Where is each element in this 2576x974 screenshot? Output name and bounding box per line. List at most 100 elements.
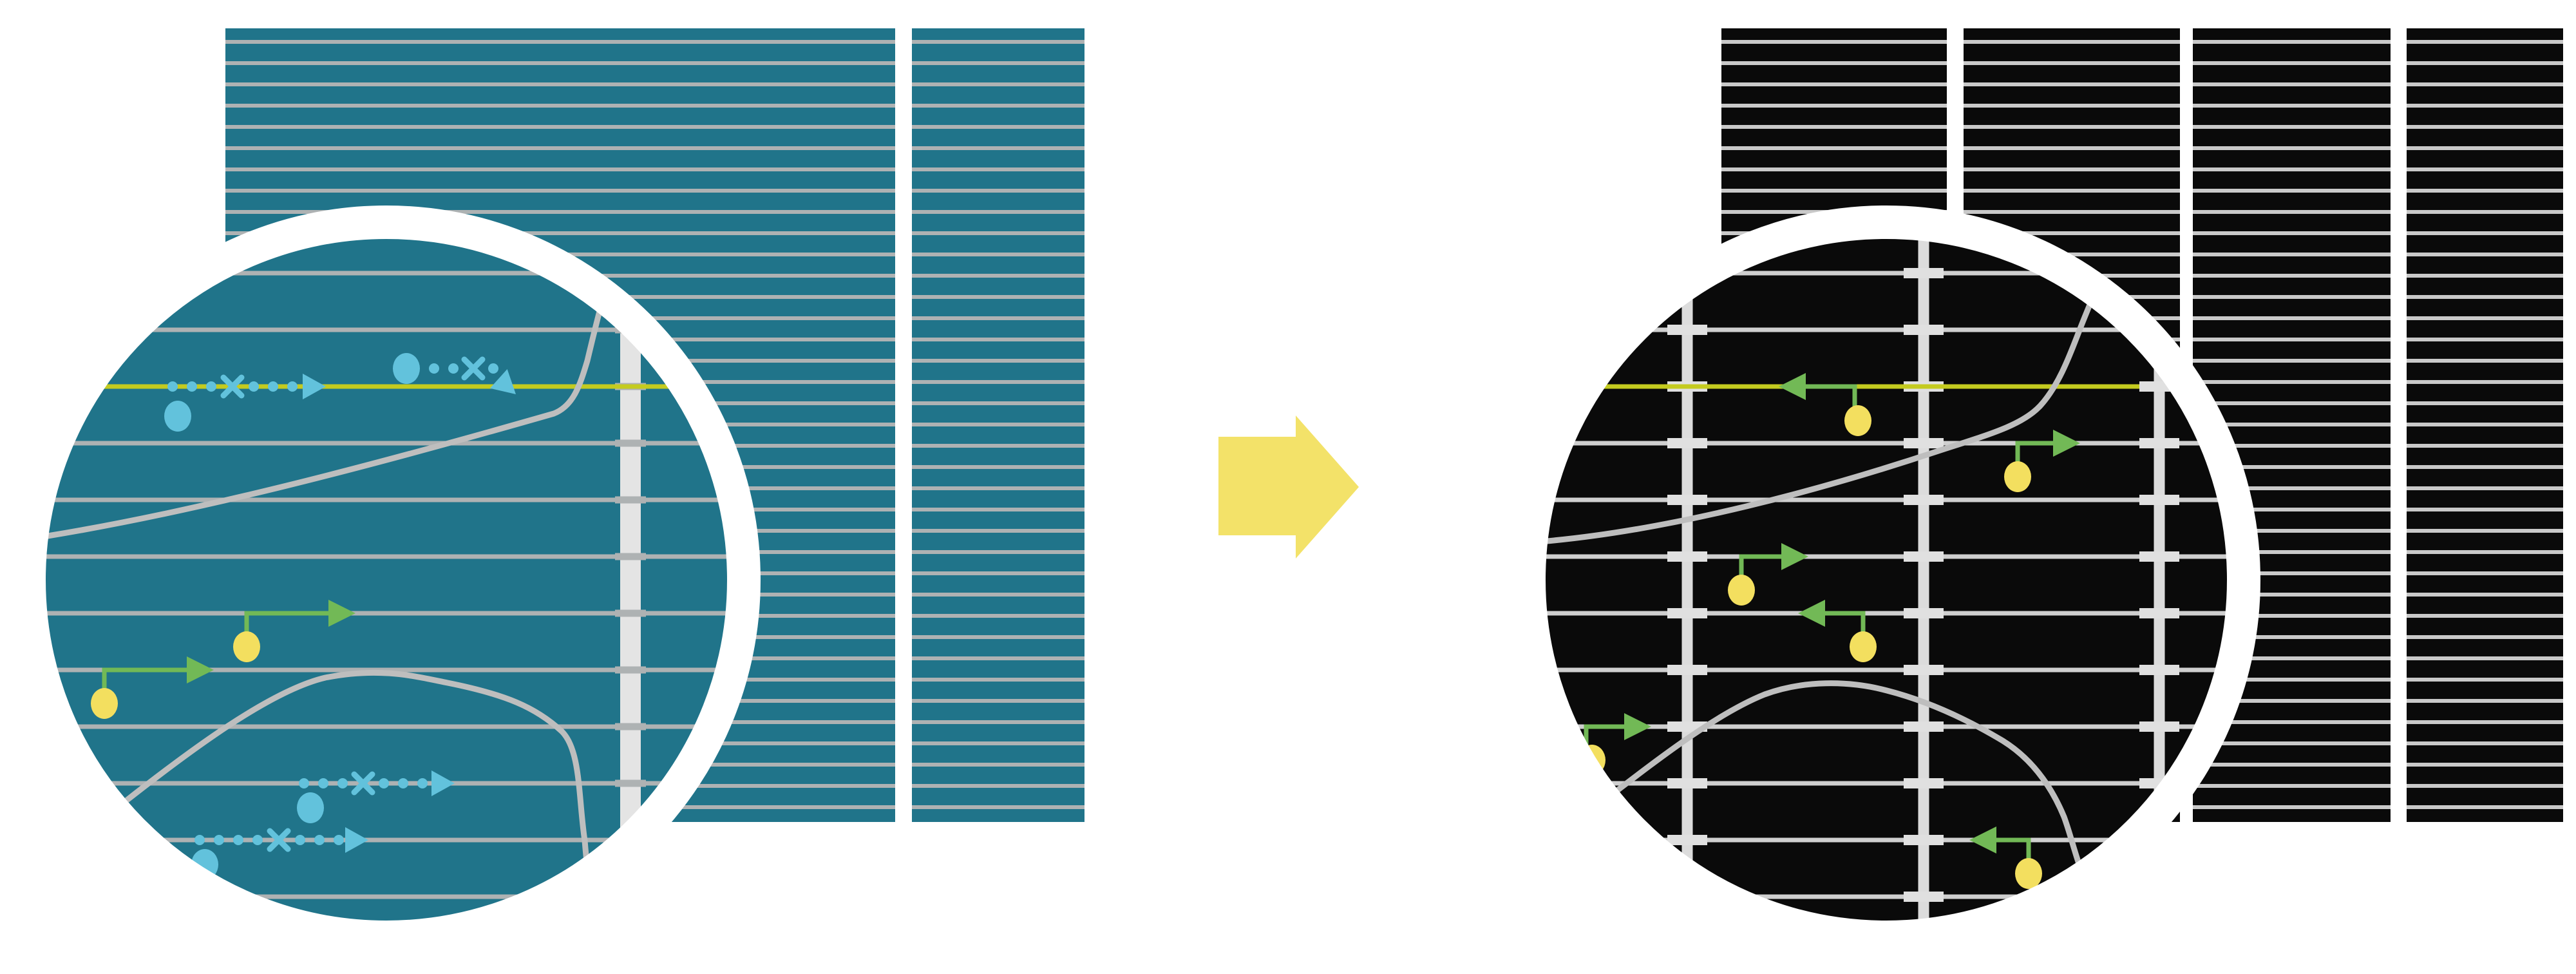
finger-line — [2407, 104, 2563, 108]
finger-line — [225, 40, 895, 44]
impurity-marker — [1798, 600, 1877, 662]
finger-line — [45, 667, 728, 673]
busbar-pad — [1904, 665, 1944, 675]
finger-line — [2407, 699, 2563, 703]
finger-line — [1964, 253, 2180, 256]
finger-line — [912, 338, 1084, 341]
impurity-marker — [1969, 826, 2042, 889]
trail-dot — [187, 381, 197, 392]
finger-line — [912, 210, 1084, 214]
finger-line — [2193, 189, 2391, 193]
trail-dot — [398, 778, 408, 788]
finger-line — [1545, 554, 2228, 559]
finger-line — [2193, 423, 2391, 426]
busbar — [2154, 238, 2165, 921]
finger-line — [2407, 253, 2563, 256]
finger-line — [912, 635, 1084, 639]
finger-line — [2407, 593, 2563, 597]
trail-dot — [334, 835, 344, 845]
impurity-dot — [91, 688, 118, 719]
finger-line — [2407, 316, 2563, 320]
finger-line — [1545, 327, 2228, 332]
finger-line — [912, 167, 1084, 171]
busbar-pad — [2139, 551, 2179, 562]
finger-line — [912, 401, 1084, 405]
dislocation-marker — [297, 770, 455, 823]
finger-line — [225, 210, 895, 214]
cross-mark — [267, 828, 291, 852]
finger-line — [2193, 508, 2391, 511]
finger-line — [1721, 61, 1947, 65]
arrowhead-icon — [187, 656, 214, 683]
arrowhead-icon — [1781, 543, 1808, 570]
finger-line — [1964, 146, 2180, 150]
finger-line — [912, 741, 1084, 745]
finger-line — [225, 104, 895, 108]
transition-arrow — [1218, 415, 1359, 559]
finger-line — [1545, 724, 2228, 729]
impurity-marker — [1728, 543, 1808, 606]
finger-line — [2407, 720, 2563, 724]
finger-line — [912, 40, 1084, 44]
magnified-view — [45, 238, 728, 921]
finger-line — [45, 554, 728, 559]
busbar-pad — [615, 779, 646, 787]
magnifier-ring — [1512, 205, 2260, 954]
crack-line — [1545, 290, 2098, 544]
finger-line — [2407, 167, 2563, 171]
dislocation-marker — [393, 353, 516, 394]
finger-line — [2407, 189, 2563, 193]
busbar-pad — [615, 723, 646, 730]
finger-line — [2193, 805, 2391, 809]
finger-line — [2193, 720, 2391, 724]
busbar-pad — [1667, 551, 1707, 562]
finger-line — [912, 82, 1084, 86]
busbar-pad — [1904, 608, 1944, 618]
finger-line — [45, 724, 728, 729]
finger-line — [912, 146, 1084, 150]
finger-line — [2407, 678, 2563, 682]
finger-line — [2193, 231, 2391, 235]
finger-line — [2407, 805, 2563, 809]
finger-line — [2407, 529, 2563, 533]
busbar-pad — [2139, 665, 2179, 675]
crack-line — [120, 669, 592, 883]
finger-line — [45, 497, 728, 502]
finger-line — [2193, 486, 2391, 490]
finger-line — [2193, 741, 2391, 745]
impurity-marker — [1779, 373, 1871, 436]
finger-line — [2193, 550, 2391, 554]
busbar-pad — [615, 893, 646, 901]
impurity-dot — [1728, 575, 1755, 606]
finger-line — [912, 380, 1084, 384]
finger-line — [2407, 40, 2563, 44]
busbar-pad — [1904, 438, 1944, 448]
trail-dot — [268, 381, 278, 392]
crack-line — [1591, 680, 2086, 878]
finger-line — [1964, 61, 2180, 65]
finger-line — [2407, 784, 2563, 788]
highlighted-finger — [103, 384, 670, 389]
finger-line — [1964, 82, 2180, 86]
finger-line — [45, 441, 728, 446]
finger-line — [1964, 40, 2180, 44]
finger-line — [45, 271, 728, 276]
trail-dot — [206, 381, 216, 392]
busbar-pad — [2139, 892, 2179, 902]
trail-dot — [318, 778, 328, 788]
finger-line — [2407, 125, 2563, 129]
finger-line — [45, 327, 728, 332]
finger-line — [225, 61, 895, 65]
finger-line — [2193, 699, 2391, 703]
trail-dot — [337, 778, 348, 788]
busbar-pad — [1904, 268, 1944, 278]
impurity-dot — [1850, 631, 1877, 662]
finger-line — [1545, 781, 2228, 786]
impurity-dot — [1844, 405, 1871, 436]
finger-line — [45, 894, 728, 899]
finger-line — [912, 763, 1084, 767]
busbar — [620, 238, 641, 921]
finger-line — [2407, 423, 2563, 426]
finger-line — [2193, 274, 2391, 278]
